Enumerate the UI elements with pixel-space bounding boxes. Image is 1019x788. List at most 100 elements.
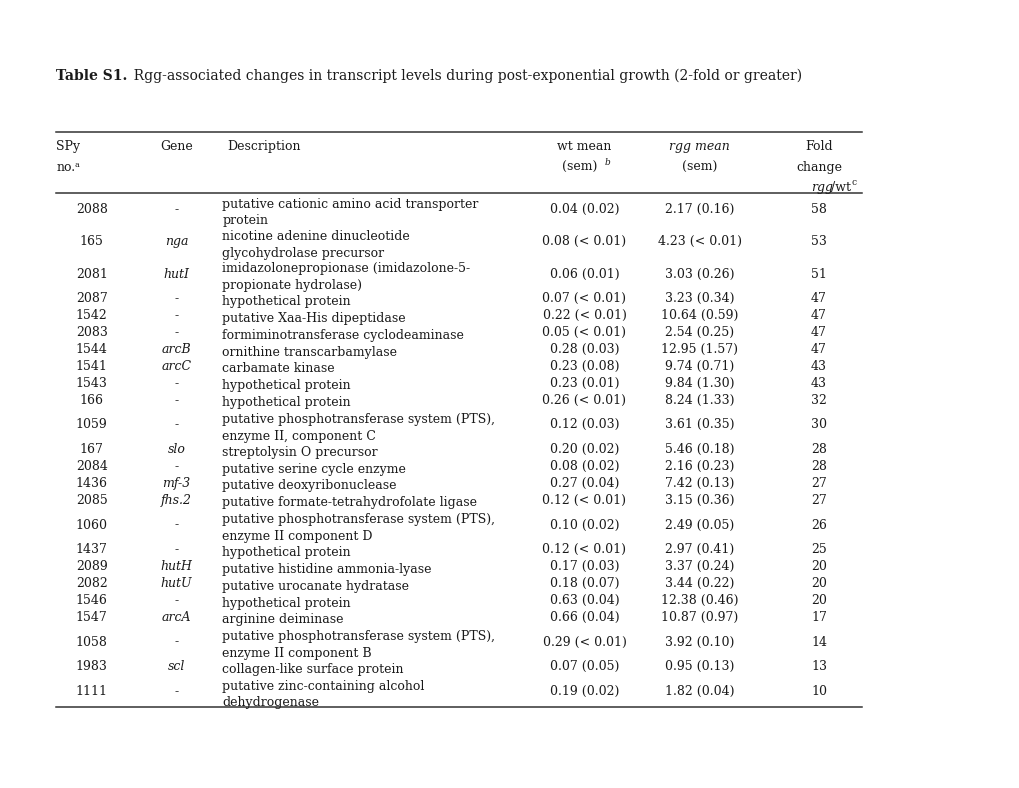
- Text: putative phosphotransferase system (PTS),: putative phosphotransferase system (PTS)…: [222, 414, 495, 426]
- Text: putative histidine ammonia-lyase: putative histidine ammonia-lyase: [222, 563, 431, 575]
- Text: 2083: 2083: [75, 326, 108, 339]
- Text: 0.23 (0.01): 0.23 (0.01): [549, 377, 619, 390]
- Text: putative cationic amino acid transporter: putative cationic amino acid transporter: [222, 198, 478, 210]
- Text: -: -: [174, 685, 178, 697]
- Text: 0.12 (< 0.01): 0.12 (< 0.01): [542, 543, 626, 556]
- Text: 1541: 1541: [75, 360, 108, 373]
- Text: 9.84 (1.30): 9.84 (1.30): [664, 377, 734, 390]
- Text: 1058: 1058: [75, 635, 108, 649]
- Text: 2.54 (0.25): 2.54 (0.25): [664, 326, 734, 339]
- Text: 1059: 1059: [75, 418, 108, 431]
- Text: 14: 14: [810, 635, 826, 649]
- Text: slo: slo: [167, 443, 185, 456]
- Text: putative Xaa-His dipeptidase: putative Xaa-His dipeptidase: [222, 312, 406, 325]
- Text: 10.87 (0.97): 10.87 (0.97): [660, 611, 738, 624]
- Text: no.ᵃ: no.ᵃ: [56, 161, 81, 173]
- Text: arginine deiminase: arginine deiminase: [222, 613, 343, 626]
- Text: -: -: [174, 543, 178, 556]
- Text: 165: 165: [79, 235, 104, 248]
- Text: ornithine transcarbamylase: ornithine transcarbamylase: [222, 346, 397, 359]
- Text: 1543: 1543: [75, 377, 108, 390]
- Text: 3.92 (0.10): 3.92 (0.10): [664, 635, 734, 649]
- Text: 47: 47: [810, 343, 826, 356]
- Text: c: c: [851, 178, 856, 187]
- Text: hutU: hutU: [161, 577, 192, 590]
- Text: 1547: 1547: [75, 611, 108, 624]
- Text: nga: nga: [164, 235, 189, 248]
- Text: glycohydrolase precursor: glycohydrolase precursor: [222, 247, 384, 259]
- Text: hypothetical protein: hypothetical protein: [222, 380, 351, 392]
- Text: /wt: /wt: [830, 181, 855, 194]
- Text: 2089: 2089: [75, 560, 108, 573]
- Text: -: -: [174, 460, 178, 473]
- Text: 0.10 (0.02): 0.10 (0.02): [549, 519, 619, 531]
- Text: 26: 26: [810, 519, 826, 531]
- Text: 8.24 (1.33): 8.24 (1.33): [664, 394, 734, 407]
- Text: 7.42 (0.13): 7.42 (0.13): [664, 477, 734, 490]
- Text: 43: 43: [810, 360, 826, 373]
- Text: Fold: Fold: [804, 140, 833, 153]
- Text: (sem): (sem): [561, 161, 596, 173]
- Text: -: -: [174, 203, 178, 216]
- Text: hypothetical protein: hypothetical protein: [222, 396, 351, 409]
- Text: 0.06 (0.01): 0.06 (0.01): [549, 268, 619, 281]
- Text: 0.20 (0.02): 0.20 (0.02): [549, 443, 619, 456]
- Text: nicotine adenine dinucleotide: nicotine adenine dinucleotide: [222, 230, 410, 243]
- Text: 3.61 (0.35): 3.61 (0.35): [664, 418, 734, 431]
- Text: 3.23 (0.34): 3.23 (0.34): [664, 292, 734, 305]
- Text: 58: 58: [810, 203, 826, 216]
- Text: formiminotransferase cyclodeaminase: formiminotransferase cyclodeaminase: [222, 329, 464, 341]
- Text: 20: 20: [810, 594, 826, 607]
- Text: hypothetical protein: hypothetical protein: [222, 545, 351, 559]
- Text: 0.05 (< 0.01): 0.05 (< 0.01): [542, 326, 626, 339]
- Text: -: -: [174, 394, 178, 407]
- Text: Table S1.: Table S1.: [56, 69, 127, 83]
- Text: 2.97 (0.41): 2.97 (0.41): [664, 543, 734, 556]
- Text: 166: 166: [79, 394, 104, 407]
- Text: 2084: 2084: [75, 460, 108, 473]
- Text: 20: 20: [810, 560, 826, 573]
- Text: 43: 43: [810, 377, 826, 390]
- Text: 0.23 (0.08): 0.23 (0.08): [549, 360, 619, 373]
- Text: -: -: [174, 635, 178, 649]
- Text: -: -: [174, 594, 178, 607]
- Text: -: -: [174, 309, 178, 322]
- Text: arcB: arcB: [161, 343, 192, 356]
- Text: 1436: 1436: [75, 477, 108, 490]
- Text: collagen-like surface protein: collagen-like surface protein: [222, 663, 404, 675]
- Text: enzyme II, component C: enzyme II, component C: [222, 430, 376, 443]
- Text: 5.46 (0.18): 5.46 (0.18): [664, 443, 734, 456]
- Text: 1.82 (0.04): 1.82 (0.04): [664, 685, 734, 697]
- Text: 0.18 (0.07): 0.18 (0.07): [549, 577, 619, 590]
- Text: 2088: 2088: [75, 203, 108, 216]
- Text: 1546: 1546: [75, 594, 108, 607]
- Text: 2087: 2087: [75, 292, 108, 305]
- Text: 0.27 (0.04): 0.27 (0.04): [549, 477, 619, 490]
- Text: 47: 47: [810, 326, 826, 339]
- Text: putative phosphotransferase system (PTS),: putative phosphotransferase system (PTS)…: [222, 514, 495, 526]
- Text: rgg: rgg: [810, 181, 833, 194]
- Text: 1542: 1542: [75, 309, 108, 322]
- Text: mf-3: mf-3: [162, 477, 191, 490]
- Text: 12.95 (1.57): 12.95 (1.57): [660, 343, 738, 356]
- Text: 1544: 1544: [75, 343, 108, 356]
- Text: 0.04 (0.02): 0.04 (0.02): [549, 203, 619, 216]
- Text: 0.07 (0.05): 0.07 (0.05): [549, 660, 619, 673]
- Text: putative phosphotransferase system (PTS),: putative phosphotransferase system (PTS)…: [222, 630, 495, 643]
- Text: 2082: 2082: [75, 577, 108, 590]
- Text: 0.22 (< 0.01): 0.22 (< 0.01): [542, 309, 626, 322]
- Text: 0.12 (0.03): 0.12 (0.03): [549, 418, 619, 431]
- Text: dehydrogenase: dehydrogenase: [222, 696, 319, 709]
- Text: -: -: [174, 377, 178, 390]
- Text: 27: 27: [810, 477, 826, 490]
- Text: 27: 27: [810, 494, 826, 507]
- Text: rgg mean: rgg mean: [668, 140, 730, 153]
- Text: 0.29 (< 0.01): 0.29 (< 0.01): [542, 635, 626, 649]
- Text: imidazolonepropionase (imidazolone-5-: imidazolonepropionase (imidazolone-5-: [222, 262, 470, 275]
- Text: 2.16 (0.23): 2.16 (0.23): [664, 460, 734, 473]
- Text: putative zinc-containing alcohol: putative zinc-containing alcohol: [222, 679, 424, 693]
- Text: -: -: [174, 418, 178, 431]
- Text: 1111: 1111: [75, 685, 108, 697]
- Text: 17: 17: [810, 611, 826, 624]
- Text: 1983: 1983: [75, 660, 108, 673]
